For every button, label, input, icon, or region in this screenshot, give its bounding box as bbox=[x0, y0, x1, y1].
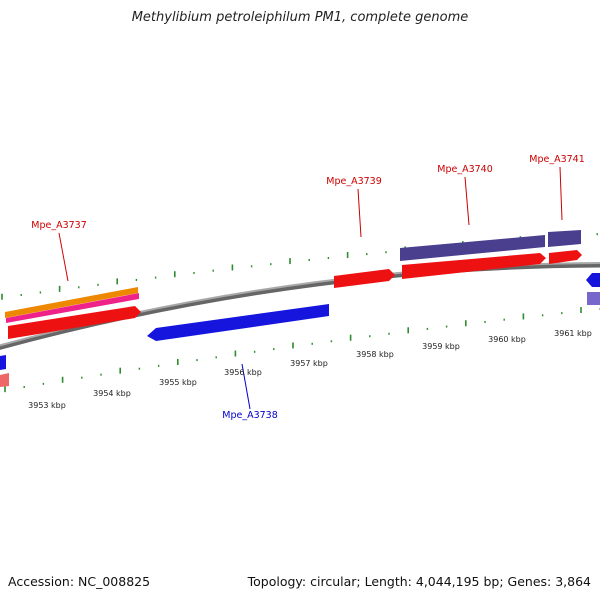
gene-labels: Mpe_A3737 Mpe_A3738 Mpe_A3739 Mpe_A3740 Mpe_… bbox=[31, 154, 585, 421]
gene-label-mpe_a3738[interactable]: Mpe_A3738 bbox=[222, 410, 278, 421]
gene-bar-pink[interactable] bbox=[6, 293, 139, 323]
kbp-tick-label: 3961 kbp bbox=[554, 329, 592, 338]
gene-label-leader bbox=[58, 232, 69, 282]
kbp-labels: 3953 kbp 3954 kbp 3955 kbp 3956 kbp 3957 kbp… bbox=[28, 329, 592, 410]
gene-bar-blue-partial[interactable] bbox=[0, 355, 6, 370]
gene-label-mpe_a3741[interactable]: Mpe_A3741 bbox=[529, 154, 585, 165]
kbp-tick-label: 3955 kbp bbox=[159, 378, 197, 387]
kbp-tick-label: 3958 kbp bbox=[356, 350, 394, 359]
gene-bar-red[interactable] bbox=[402, 253, 546, 279]
kbp-tick-label: 3953 kbp bbox=[28, 401, 66, 410]
gene-label-leader bbox=[464, 176, 470, 226]
gene-bar-light-red-partial[interactable] bbox=[0, 373, 9, 387]
gene-bar-purple[interactable] bbox=[548, 230, 581, 247]
kbp-tick-label: 3954 kbp bbox=[93, 389, 131, 398]
gene-bar-orange[interactable] bbox=[5, 287, 138, 318]
gene-bar-red[interactable] bbox=[334, 269, 395, 288]
kbp-tick-label: 3960 kbp bbox=[488, 335, 526, 344]
gene-label-leader bbox=[241, 363, 251, 410]
backbone-shadow bbox=[0, 262, 600, 350]
tick-marks bbox=[1, 231, 600, 393]
accession-text: Accession: NC_008825 bbox=[8, 574, 151, 589]
gene-bar-red[interactable] bbox=[549, 250, 582, 264]
genome-title: Methylibium petroleiphilum PM1, complete… bbox=[131, 10, 469, 25]
gene-label-leader bbox=[559, 166, 563, 221]
gene-label-mpe_a3739[interactable]: Mpe_A3739 bbox=[326, 176, 382, 187]
kbp-tick-label: 3959 kbp bbox=[422, 342, 460, 351]
gene-label-mpe_a3737[interactable]: Mpe_A3737 bbox=[31, 220, 87, 231]
genome-stats-text: Topology: circular; Length: 4,044,195 bp… bbox=[247, 574, 591, 589]
gene-label-mpe_a3740[interactable]: Mpe_A3740 bbox=[437, 164, 493, 175]
gene-features bbox=[0, 230, 600, 387]
kbp-tick-label: 3957 kbp bbox=[290, 359, 328, 368]
gene-bar-red[interactable] bbox=[8, 306, 141, 339]
gene-bar-blue[interactable] bbox=[147, 304, 329, 341]
gene-bar-purple[interactable] bbox=[400, 235, 545, 261]
gene-bar-blue-partial[interactable] bbox=[586, 273, 600, 287]
gene-label-leader bbox=[357, 188, 362, 238]
gene-bar-light-purple-partial[interactable] bbox=[587, 292, 600, 305]
kbp-tick-label: 3956 kbp bbox=[224, 368, 262, 377]
